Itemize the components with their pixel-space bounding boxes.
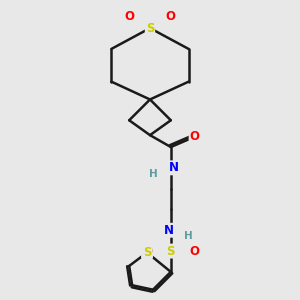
Text: S: S	[146, 22, 154, 34]
Text: H: H	[184, 231, 193, 241]
Text: N: N	[164, 224, 173, 237]
Text: S: S	[143, 246, 151, 259]
Text: O: O	[190, 130, 200, 143]
Text: O: O	[190, 244, 200, 258]
Text: O: O	[124, 10, 134, 23]
Text: S: S	[167, 244, 175, 258]
Text: H: H	[148, 169, 157, 179]
Text: O: O	[166, 10, 176, 23]
Text: O: O	[142, 244, 152, 258]
Text: N: N	[169, 161, 179, 174]
